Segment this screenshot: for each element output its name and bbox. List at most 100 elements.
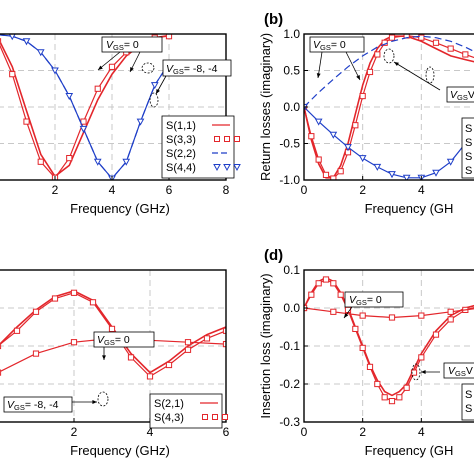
data-point-square [70, 289, 78, 296]
vgs-value: = -8, -4 [184, 63, 218, 75]
data-point-square [322, 171, 330, 178]
x-tick-label: 2 [359, 183, 366, 197]
legend-label-cut: S [465, 389, 472, 401]
vgs-subscript: GS [457, 93, 468, 102]
vgs-value: V [466, 365, 473, 377]
vgs-value: = 0 [124, 39, 139, 51]
x-axis-label: Frequency (GH [365, 443, 454, 458]
annotation-ellipse [149, 92, 159, 108]
data-point-square [203, 335, 211, 342]
y-tick-label: -0.5 [279, 137, 300, 151]
vgs84-label: VGS= -8, -4 [166, 63, 218, 76]
vgs-symbol: V [106, 39, 114, 51]
data-point-square [396, 394, 403, 401]
data-point-square [165, 361, 173, 369]
vgs-subscript: GS [356, 298, 367, 307]
legend-label: S(2,2) [166, 148, 196, 160]
data-point-square [366, 68, 374, 76]
vgs0-label: VGS= 0 [106, 39, 139, 52]
data-point-square [32, 350, 40, 357]
x-tick-label: 6 [223, 425, 230, 439]
data-point-square [108, 325, 116, 332]
y-tick-label: 0.0 [283, 100, 300, 114]
data-point-square [32, 308, 40, 315]
series-group [304, 276, 474, 405]
vgs-symbol: V [448, 365, 456, 377]
y-tick-label: -0.1 [279, 339, 300, 353]
data-point-square [447, 316, 454, 323]
data-point-square [0, 342, 2, 350]
vgs-value: = 0 [367, 294, 382, 306]
data-point-square [381, 394, 388, 401]
y-tick-label: -1.0 [279, 173, 300, 187]
annotation-arrowhead [344, 313, 349, 318]
data-point-triangle [36, 49, 45, 57]
data-point-triangle [22, 38, 31, 46]
data-point-square [13, 327, 21, 334]
vgs84-box [3, 396, 73, 413]
vgs-subscript: GS [113, 43, 124, 52]
x-axis-label: Frequency (GHz) [70, 443, 170, 458]
vgs-subscript: GS [14, 403, 25, 412]
annotation-ellipse [425, 66, 435, 84]
series-group [0, 289, 226, 380]
data-point-square [184, 339, 192, 346]
data-point-square [447, 45, 454, 52]
data-point-square [366, 363, 374, 370]
series-line-0 [0, 34, 170, 178]
data-point-square [0, 38, 2, 45]
series-line-2 [304, 35, 474, 108]
data-point-square [322, 276, 330, 283]
series-line-3 [304, 106, 474, 179]
vgs0-label: VGS= 0 [97, 334, 130, 347]
legend-marker [234, 136, 240, 142]
vgs0-box [309, 36, 365, 53]
annotation-ellipse [141, 62, 155, 74]
vgs0-box [93, 331, 155, 348]
data-point-square [37, 158, 44, 165]
data-point-square [388, 398, 396, 405]
data-point-triangle [314, 118, 323, 126]
data-point-square [359, 312, 366, 319]
data-point-square [315, 280, 322, 287]
x-tick-label: 4 [147, 425, 154, 439]
data-point-square [184, 346, 192, 353]
vgs-box [446, 86, 474, 103]
data-point-square [418, 312, 425, 319]
vgs0-box [101, 36, 163, 53]
data-point-square [89, 299, 97, 306]
legend-marker [212, 414, 218, 420]
legend-label-cut: S [465, 165, 472, 177]
legend-box-cut [461, 383, 474, 421]
y-axis-label: Insertion loss (imaginary) [258, 273, 273, 418]
x-tick-label: 2 [52, 183, 59, 197]
data-point-square [23, 118, 30, 125]
x-tick-label: 6 [166, 183, 173, 197]
vgs-value: V [468, 89, 474, 101]
vgs-symbol: V [166, 63, 174, 75]
annotation-arrowhead [98, 65, 103, 70]
legend-label: S(4,3) [154, 412, 184, 424]
data-point-square [127, 354, 135, 361]
vgs-label: VGSV [448, 365, 473, 378]
legend-label-cut: S [465, 123, 472, 135]
legend-label-cut: S [465, 403, 472, 415]
data-point-square [410, 369, 418, 376]
data-point-square [418, 354, 425, 361]
data-point-square [447, 308, 454, 315]
y-tick-label: 0.1 [283, 263, 300, 277]
annotation-arrow [345, 51, 361, 81]
data-point-square [308, 133, 315, 140]
data-point-square [337, 291, 344, 298]
legend-label-cut: S [465, 151, 472, 163]
annotation-arrowhead [156, 89, 160, 94]
y-tick-label: 0.5 [283, 64, 300, 78]
x-tick-label: 8 [223, 183, 230, 197]
data-point-triangle [65, 93, 74, 101]
vgs-subscript: GS [455, 369, 466, 378]
vgs-symbol: V [313, 39, 321, 51]
data-point-square [108, 63, 116, 70]
annotation-arrow [97, 51, 121, 71]
vgs-value: = 0 [331, 39, 346, 51]
